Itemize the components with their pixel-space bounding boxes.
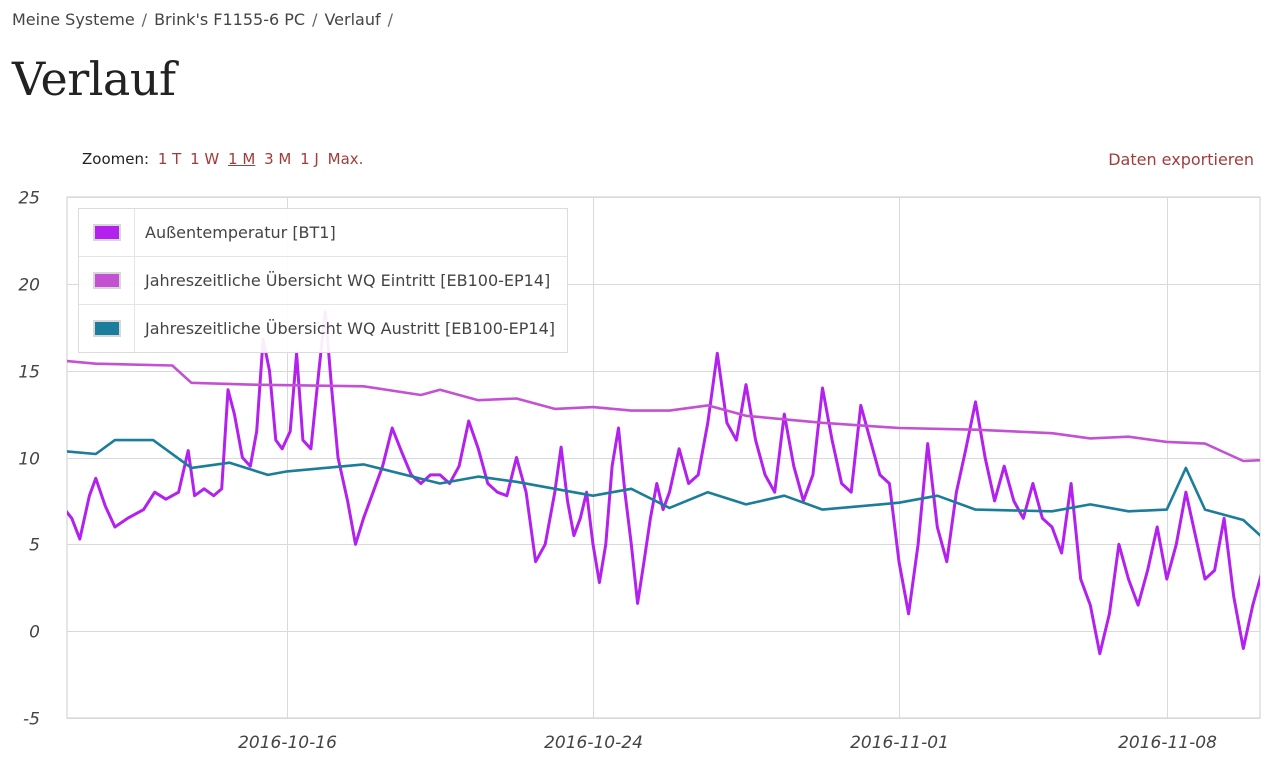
- x-tick-label: 2016-11-01: [850, 733, 949, 753]
- breadcrumb: Meine Systeme / Brink's F1155-6 PC / Verlauf…: [12, 10, 400, 29]
- page-title: Verlauf: [12, 52, 176, 106]
- breadcrumb-separator: /: [141, 10, 148, 29]
- zoom-option-1-month[interactable]: 1 M: [228, 150, 256, 168]
- series-line-2: [67, 359, 1260, 463]
- history-chart[interactable]: -5 0 5 10 15 20 25 2016-10-16 2016-10-24 2016-11-…: [0, 180, 1280, 764]
- chart-legend[interactable]: Außentemperatur [BT1] Jahreszeitliche Üb…: [78, 208, 569, 353]
- series-line-1: [67, 310, 1260, 656]
- chart-axes: -5 0 5 10 15 20 25 2016-10-16 2016-10-24 2016-11-…: [18, 189, 1217, 754]
- zoom-option-1-day[interactable]: 1 T: [157, 150, 182, 168]
- legend-label: Jahreszeitliche Übersicht WQ Austritt [E…: [145, 319, 556, 338]
- breadcrumb-item-history[interactable]: Verlauf: [324, 10, 381, 29]
- zoom-option-1-year[interactable]: 1 J: [300, 150, 319, 168]
- x-tick-label: 2016-10-24: [544, 733, 643, 753]
- zoom-option-max[interactable]: Max.: [327, 150, 364, 168]
- y-tick-label: 15: [18, 363, 40, 383]
- legend-label: Jahreszeitliche Übersicht WQ Eintritt [E…: [145, 271, 551, 290]
- legend-item-outdoor-temperature[interactable]: Außentemperatur [BT1]: [79, 209, 568, 257]
- legend-item-brine-in[interactable]: Jahreszeitliche Übersicht WQ Eintritt [E…: [79, 257, 568, 305]
- zoom-option-1-week[interactable]: 1 W: [190, 150, 220, 168]
- zoom-option-3-months[interactable]: 3 M: [264, 150, 292, 168]
- y-tick-label: 20: [18, 276, 40, 296]
- breadcrumb-separator: /: [312, 10, 318, 29]
- chart-series: [67, 310, 1260, 656]
- breadcrumb-item-device[interactable]: Brink's F1155-6 PC: [154, 10, 306, 29]
- y-tick-label: -5: [23, 710, 40, 730]
- y-tick-label: 5: [29, 536, 40, 556]
- legend-label: Außentemperatur [BT1]: [145, 223, 336, 242]
- y-tick-label: 10: [18, 450, 40, 470]
- series-line-3: [67, 438, 1260, 537]
- export-data-link[interactable]: Daten exportieren: [1108, 150, 1254, 169]
- legend-swatch: [92, 320, 121, 337]
- legend-swatch: [92, 224, 121, 241]
- legend-item-brine-out[interactable]: Jahreszeitliche Übersicht WQ Austritt [E…: [79, 305, 567, 352]
- y-tick-label: 25: [18, 189, 40, 209]
- breadcrumb-item-systems[interactable]: Meine Systeme: [12, 10, 135, 29]
- y-tick-label: 0: [29, 623, 40, 643]
- breadcrumb-separator: /: [387, 10, 394, 29]
- x-tick-label: 2016-10-16: [238, 733, 337, 753]
- zoom-bar: Zoomen: 1 T 1 W 1 M 3 M 1 J Max.: [82, 150, 363, 168]
- legend-swatch: [92, 272, 121, 289]
- zoom-label: Zoomen:: [82, 150, 150, 168]
- chart-grid: [66, 196, 1261, 719]
- x-tick-label: 2016-11-08: [1118, 733, 1217, 753]
